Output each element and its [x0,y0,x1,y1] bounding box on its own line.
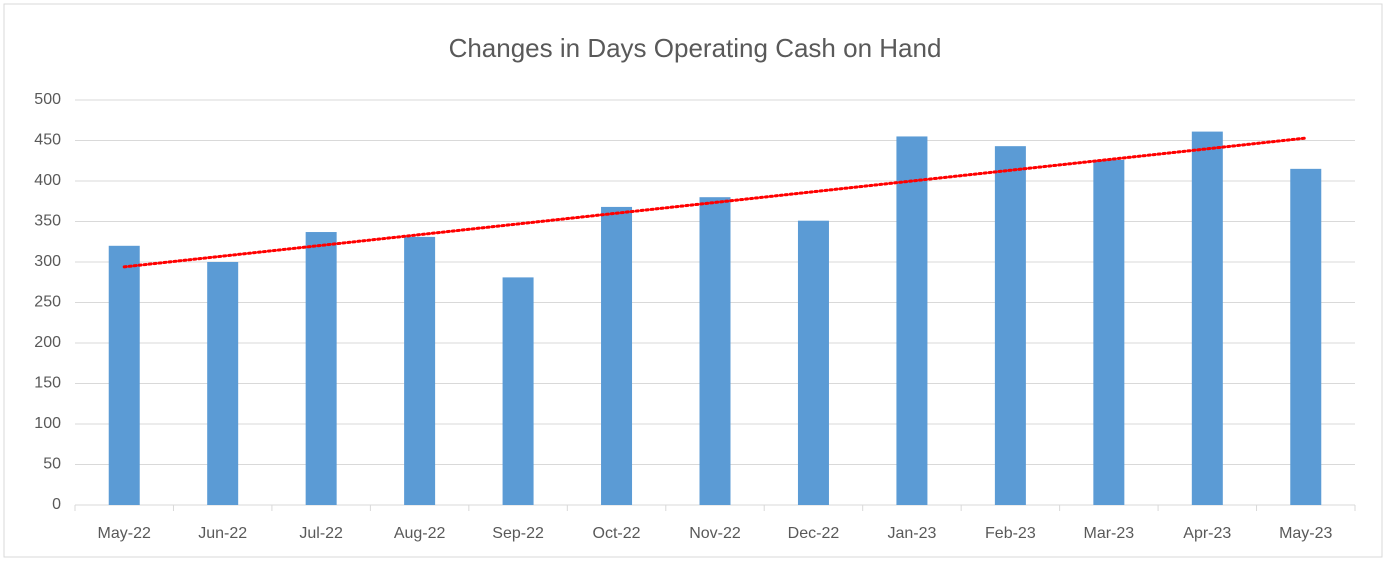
x-tick-label: Feb-23 [985,525,1036,542]
x-tick-label: Nov-22 [689,525,741,542]
y-tick-label: 150 [34,375,61,392]
x-tick-label: May-23 [1279,525,1332,542]
x-tick-label: Jul-22 [299,525,343,542]
x-tick-label: May-22 [98,525,151,542]
x-tick-label: Oct-22 [593,525,641,542]
y-tick-label: 200 [34,334,61,351]
bar [896,136,928,505]
y-tick-label: 450 [34,132,61,149]
bar [1093,159,1125,505]
bar [699,197,731,505]
x-tick-label: Sep-22 [492,525,544,542]
bar [994,146,1026,506]
y-tick-label: 350 [34,213,61,230]
bar [108,245,140,506]
bar [1290,168,1322,505]
y-tick-label: 250 [34,294,61,311]
x-tick-label: Dec-22 [788,525,840,542]
bar [207,262,239,505]
bar [797,220,829,505]
bar [404,236,436,505]
y-tick-label: 400 [34,172,61,189]
bar [601,206,633,506]
y-tick-label: 300 [34,253,61,270]
x-tick-label: Jun-22 [198,525,247,542]
y-tick-label: 100 [34,415,61,432]
bar [305,232,337,505]
trendline [122,136,1308,269]
bar [502,277,534,505]
x-tick-label: Mar-23 [1084,525,1135,542]
bar [1191,131,1223,505]
y-tick-label: 0 [52,496,61,513]
x-tick-label: Jan-23 [887,525,936,542]
y-tick-label: 50 [43,456,61,473]
x-tick-label: Aug-22 [394,525,446,542]
y-tick-label: 500 [34,91,61,108]
chart-title: Changes in Days Operating Cash on Hand [449,33,942,63]
x-tick-label: Apr-23 [1183,525,1231,542]
